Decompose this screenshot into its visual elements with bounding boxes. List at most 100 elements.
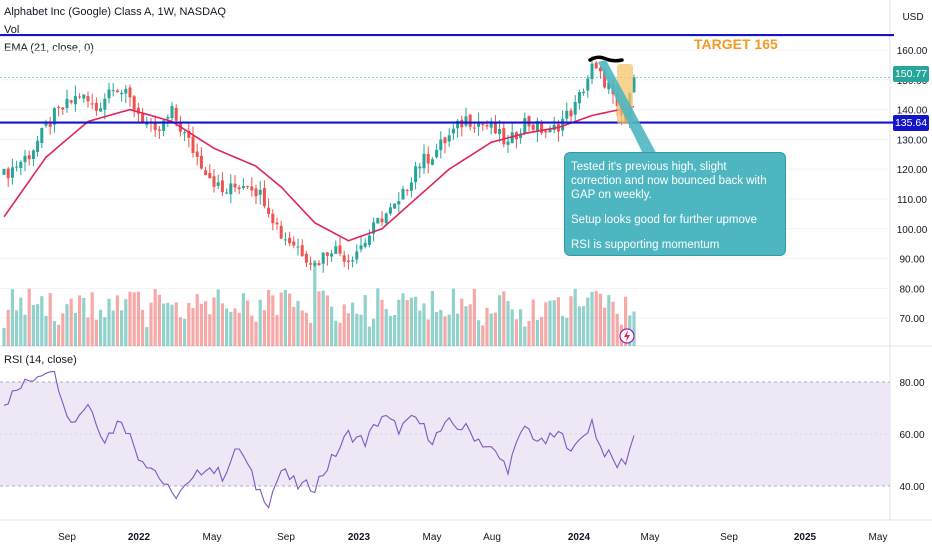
candle-body: [73, 95, 77, 105]
volume-bar: [296, 300, 300, 346]
candle-body: [351, 260, 355, 262]
candle-body: [510, 132, 514, 144]
volume-bar: [506, 301, 510, 346]
volume-bar: [204, 301, 208, 346]
candle-body: [569, 110, 573, 117]
candle-body: [204, 170, 208, 175]
candle-body: [195, 151, 199, 158]
flash-icon: [619, 328, 635, 344]
volume-bar: [212, 297, 216, 346]
candle-body: [191, 136, 195, 154]
candle-body: [439, 139, 443, 151]
candle-body: [225, 192, 229, 194]
candle-body: [586, 78, 590, 91]
candle-body: [233, 183, 237, 188]
volume-bar: [2, 328, 6, 346]
volume-bar: [170, 304, 174, 346]
volume-bar: [15, 310, 19, 346]
time-tick-label: 2023: [348, 532, 371, 543]
candle-body: [355, 251, 359, 260]
candle-body: [443, 137, 447, 144]
candle-body: [229, 183, 233, 195]
candle-body: [456, 120, 460, 129]
time-tick-label: Sep: [277, 532, 295, 543]
volume-bar: [624, 296, 628, 346]
currency-label[interactable]: USD: [902, 12, 924, 23]
time-tick-label: 2022: [128, 532, 151, 543]
candle-body: [145, 123, 149, 125]
candle-body: [489, 121, 493, 128]
volume-bar: [338, 322, 342, 346]
volume-bar: [65, 304, 69, 346]
price-tick-label: 130.00: [897, 135, 928, 146]
volume-bar: [262, 310, 266, 346]
volume-bar: [220, 303, 224, 346]
volume-bar: [603, 307, 607, 346]
candle-body: [481, 123, 485, 126]
volume-bar: [157, 294, 161, 346]
candle-body: [208, 172, 212, 179]
volume-bar: [363, 295, 367, 346]
volume-bar: [590, 291, 594, 346]
ema-line: [3, 105, 635, 242]
candle-body: [472, 127, 476, 129]
volume-bar: [573, 288, 577, 346]
volume-bar: [548, 300, 552, 346]
candle-body: [10, 167, 14, 178]
volume-bar: [166, 302, 170, 346]
volume-bar: [19, 297, 23, 346]
candle-body: [279, 225, 283, 239]
volume-bar: [359, 314, 363, 346]
target-label: TARGET 165: [694, 36, 778, 52]
volume-bar: [351, 302, 355, 346]
candle-body: [388, 207, 392, 214]
peak-mark: [588, 55, 624, 63]
candle-body: [401, 188, 405, 200]
candle-body: [506, 141, 510, 145]
volume-bar: [183, 318, 187, 346]
volume-bar: [124, 299, 128, 346]
candle-body: [69, 100, 73, 103]
volume-bar: [489, 313, 493, 346]
candle-body: [632, 77, 636, 93]
candle-body: [342, 255, 346, 262]
volume-bar: [464, 306, 468, 346]
price-tick-label: 140.00: [897, 106, 928, 117]
volume-bar: [229, 311, 233, 346]
candle-body: [338, 245, 342, 254]
candle-body: [498, 129, 502, 135]
candle-body: [531, 124, 535, 130]
candle-body: [136, 107, 140, 114]
time-tick-label: Aug: [483, 532, 501, 543]
volume-bar: [300, 310, 304, 346]
time-tick-label: May: [203, 532, 222, 543]
callout-arrow: [598, 60, 660, 164]
candle-body: [405, 190, 409, 192]
volume-bar: [401, 293, 405, 346]
candle-body: [603, 70, 607, 88]
candle-body: [65, 98, 69, 109]
candle-body: [607, 82, 611, 90]
volume-bar: [141, 309, 145, 346]
candle-body: [380, 218, 384, 223]
volume-bar: [149, 302, 153, 346]
time-tick-label: May: [869, 532, 888, 543]
volume-bar: [162, 303, 166, 346]
arrow-shape: [598, 60, 660, 164]
volume-bar: [309, 322, 313, 346]
candle-body: [435, 149, 439, 158]
volume-bar: [556, 297, 560, 346]
candle-body: [36, 140, 40, 152]
volume-bar: [430, 291, 434, 346]
volume-bar: [460, 298, 464, 346]
volume-bar: [321, 290, 325, 346]
volume-bar: [531, 299, 535, 346]
candle-body: [397, 201, 401, 205]
candle-body: [174, 107, 178, 121]
candle-body: [132, 96, 136, 110]
candle-body: [82, 94, 86, 99]
volume-bar: [233, 308, 237, 346]
analysis-callout: Tested it's previous high, slight correc…: [564, 152, 786, 256]
volume-bar: [586, 297, 590, 346]
